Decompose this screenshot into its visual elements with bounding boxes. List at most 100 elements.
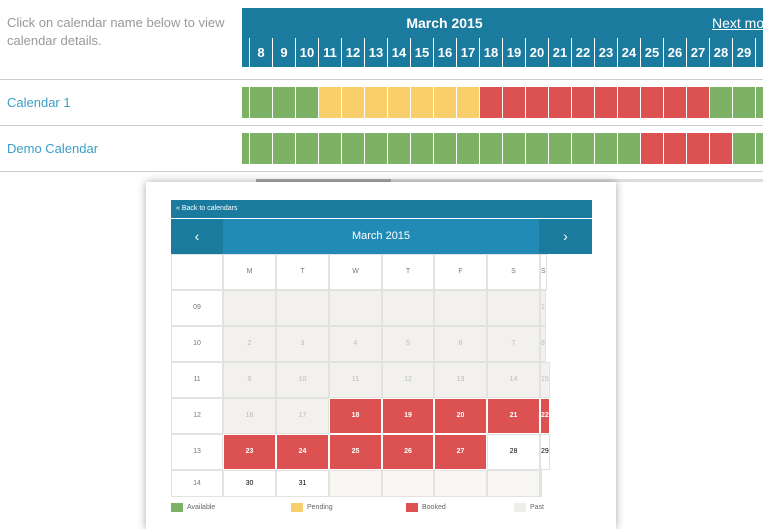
- day-cell-past[interactable]: 4: [329, 326, 382, 362]
- availability-cell-available[interactable]: [272, 87, 295, 118]
- day-cell-past[interactable]: 14: [487, 362, 540, 398]
- day-cell-past[interactable]: 10: [276, 362, 329, 398]
- day-cell-past[interactable]: 7: [487, 326, 540, 362]
- day-cell-booked[interactable]: 27: [434, 434, 487, 470]
- availability-cell-booked[interactable]: [571, 87, 594, 118]
- day-cell-past[interactable]: [329, 290, 382, 326]
- availability-cell-available[interactable]: [571, 133, 594, 164]
- day-cell-past[interactable]: 5: [382, 326, 434, 362]
- availability-cell-pending[interactable]: [341, 87, 364, 118]
- day-cell-past[interactable]: 1: [540, 290, 546, 326]
- availability-cell-booked[interactable]: [686, 133, 709, 164]
- availability-cell-available[interactable]: [249, 87, 272, 118]
- day-cell-past[interactable]: [382, 290, 434, 326]
- day-cell-past[interactable]: 13: [434, 362, 487, 398]
- availability-cell-pending[interactable]: [433, 87, 456, 118]
- availability-cell-available[interactable]: [502, 133, 525, 164]
- availability-cell-pending[interactable]: [364, 87, 387, 118]
- row-divider: [0, 171, 763, 172]
- day-cell-available[interactable]: 31: [276, 470, 329, 497]
- availability-cell-available[interactable]: [242, 133, 249, 164]
- availability-cell-booked[interactable]: [502, 87, 525, 118]
- day-cell-available[interactable]: 28: [487, 434, 540, 470]
- day-cell-booked[interactable]: 18: [329, 398, 382, 434]
- availability-cell-booked[interactable]: [640, 87, 663, 118]
- prev-month-button[interactable]: ‹: [171, 219, 223, 254]
- day-cell-past[interactable]: 3: [276, 326, 329, 362]
- scrollbar-thumb[interactable]: [256, 179, 391, 182]
- day-cell-booked[interactable]: 20: [434, 398, 487, 434]
- calendar-link-demo-calendar[interactable]: Demo Calendar: [7, 141, 99, 156]
- availability-cell-available[interactable]: [410, 133, 433, 164]
- overview-day-cell: 3: [755, 38, 763, 67]
- availability-cell-booked[interactable]: [663, 87, 686, 118]
- next-month-button[interactable]: ›: [539, 219, 592, 254]
- day-cell-empty: [434, 470, 487, 497]
- availability-cell-pending[interactable]: [387, 87, 410, 118]
- legend-swatch: [514, 503, 526, 512]
- availability-cell-pending[interactable]: [318, 87, 341, 118]
- availability-cell-available[interactable]: [242, 87, 249, 118]
- availability-cell-booked[interactable]: [617, 87, 640, 118]
- availability-cell-available[interactable]: [249, 133, 272, 164]
- day-cell-past[interactable]: [487, 290, 540, 326]
- availability-cell-available[interactable]: [341, 133, 364, 164]
- next-month-link[interactable]: Next mo: [712, 15, 763, 31]
- availability-cell-booked[interactable]: [686, 87, 709, 118]
- availability-cell-available[interactable]: [709, 87, 732, 118]
- day-cell-booked[interactable]: 25: [329, 434, 382, 470]
- day-cell-past[interactable]: 2: [223, 326, 276, 362]
- availability-cell-available[interactable]: [525, 133, 548, 164]
- day-cell-past[interactable]: 16: [223, 398, 276, 434]
- availability-cell-available[interactable]: [318, 133, 341, 164]
- availability-cell-booked[interactable]: [709, 133, 732, 164]
- day-cell-past[interactable]: 15: [540, 362, 550, 398]
- availability-cell-available[interactable]: [755, 133, 763, 164]
- availability-cell-available[interactable]: [755, 87, 763, 118]
- availability-cell-pending[interactable]: [456, 87, 479, 118]
- availability-cell-pending[interactable]: [410, 87, 433, 118]
- day-cell-available[interactable]: 30: [223, 470, 276, 497]
- day-cell-past[interactable]: 17: [276, 398, 329, 434]
- availability-cell-available[interactable]: [364, 133, 387, 164]
- day-cell-past[interactable]: [276, 290, 329, 326]
- day-cell-booked[interactable]: 19: [382, 398, 434, 434]
- day-cell-available[interactable]: 29: [540, 434, 550, 470]
- availability-cell-booked[interactable]: [640, 133, 663, 164]
- availability-cell-available[interactable]: [387, 133, 410, 164]
- legend-label: Booked: [422, 504, 446, 511]
- availability-cell-available[interactable]: [548, 133, 571, 164]
- day-cell-past[interactable]: 6: [434, 326, 487, 362]
- availability-cell-available[interactable]: [479, 133, 502, 164]
- availability-cell-booked[interactable]: [479, 87, 502, 118]
- calendar-link-calendar-1[interactable]: Calendar 1: [7, 95, 71, 110]
- day-cell-past[interactable]: 8: [540, 326, 546, 362]
- day-cell-booked[interactable]: 26: [382, 434, 434, 470]
- back-to-calendars-link[interactable]: « Back to calendars: [176, 205, 238, 212]
- availability-cell-booked[interactable]: [663, 133, 686, 164]
- day-cell-booked[interactable]: 21: [487, 398, 540, 434]
- availability-cell-booked[interactable]: [525, 87, 548, 118]
- day-cell-booked[interactable]: 24: [276, 434, 329, 470]
- availability-cell-available[interactable]: [272, 133, 295, 164]
- availability-cell-available[interactable]: [295, 133, 318, 164]
- horizontal-scrollbar[interactable]: [256, 179, 763, 182]
- day-cell-booked[interactable]: 22: [540, 398, 550, 434]
- day-cell-past[interactable]: 9: [223, 362, 276, 398]
- day-cell-past[interactable]: 11: [329, 362, 382, 398]
- availability-cell-available[interactable]: [433, 133, 456, 164]
- overview-day-cell: 27: [686, 38, 709, 67]
- day-cell-past[interactable]: [434, 290, 487, 326]
- availability-cell-booked[interactable]: [548, 87, 571, 118]
- availability-cell-available[interactable]: [732, 87, 755, 118]
- availability-cell-available[interactable]: [617, 133, 640, 164]
- day-cell-booked[interactable]: 23: [223, 434, 276, 470]
- availability-cell-available[interactable]: [732, 133, 755, 164]
- availability-cell-available[interactable]: [456, 133, 479, 164]
- day-cell-past[interactable]: [223, 290, 276, 326]
- availability-cell-available[interactable]: [594, 133, 617, 164]
- availability-cell-booked[interactable]: [594, 87, 617, 118]
- day-cell-past[interactable]: 12: [382, 362, 434, 398]
- availability-cell-available[interactable]: [295, 87, 318, 118]
